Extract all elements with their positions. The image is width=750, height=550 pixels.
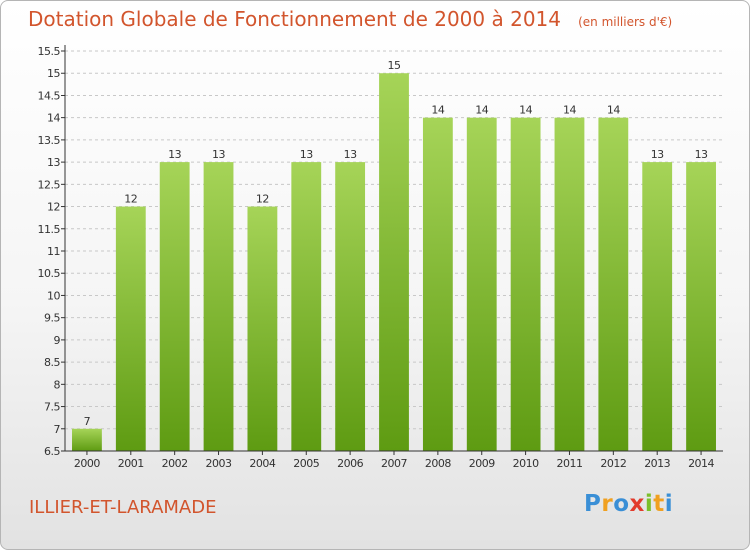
y-tick-label: 12.5 xyxy=(38,178,61,191)
bar xyxy=(335,162,366,451)
x-tick-label: 2003 xyxy=(206,457,232,470)
x-tick-label: 2007 xyxy=(381,457,407,470)
bar xyxy=(72,428,102,451)
data-label: 14 xyxy=(519,104,532,117)
logo-letter: P xyxy=(584,491,602,517)
proxiti-logo: Proxiti xyxy=(584,491,673,517)
logo-letter: i xyxy=(664,491,674,517)
y-tick-label: 14 xyxy=(47,112,60,125)
data-label: 13 xyxy=(212,148,225,161)
logo-letter: i xyxy=(644,491,654,517)
y-tick-label: 9.5 xyxy=(44,312,60,325)
y-tick-label: 7 xyxy=(54,423,61,436)
y-tick-label: 12 xyxy=(47,201,60,214)
y-tick-label: 13.5 xyxy=(38,134,61,147)
bar xyxy=(115,206,146,451)
x-tick-label: 2008 xyxy=(425,457,451,470)
bar xyxy=(203,162,234,451)
bar xyxy=(247,206,278,451)
bar xyxy=(554,117,585,452)
data-label: 14 xyxy=(563,104,576,117)
data-label: 14 xyxy=(475,104,488,117)
x-tick-label: 2013 xyxy=(644,457,670,470)
y-tick-label: 15 xyxy=(47,67,60,80)
data-label: 15 xyxy=(388,59,401,72)
commune-name: ILLIER-ET-LARAMADE xyxy=(29,497,217,518)
x-tick-label: 2009 xyxy=(469,457,495,470)
x-tick-label: 2001 xyxy=(118,457,144,470)
y-tick-label: 7.5 xyxy=(44,401,60,414)
x-tick-label: 2005 xyxy=(293,457,319,470)
data-label: 13 xyxy=(695,148,708,161)
x-tick-label: 2010 xyxy=(513,457,539,470)
title-row: Dotation Globale de Fonctionnement de 20… xyxy=(28,7,672,31)
bar xyxy=(291,162,322,451)
logo-letter: t xyxy=(653,491,665,517)
logo-letter: o xyxy=(613,491,630,517)
data-label: 13 xyxy=(344,148,357,161)
bars xyxy=(72,73,716,452)
y-tick-label: 6.5 xyxy=(44,445,60,458)
logo-letter: x xyxy=(629,491,645,517)
bar xyxy=(598,117,629,452)
axes xyxy=(61,45,723,455)
labels: 6.5 7 7.5 8 8.5 9 9.5 10 10.5 11 11.5 12 12.5 13 13.5 1… xyxy=(38,45,716,470)
y-tick-label: 10 xyxy=(47,289,60,302)
y-tick-label: 8.5 xyxy=(44,356,60,369)
chart-title: Dotation Globale de Fonctionnement de 20… xyxy=(28,7,561,31)
y-tick-label: 10.5 xyxy=(38,267,61,280)
y-tick-label: 14.5 xyxy=(38,89,61,102)
y-tick-label: 9 xyxy=(54,334,61,347)
data-label: 14 xyxy=(607,104,620,117)
x-tick-label: 2006 xyxy=(337,457,363,470)
data-label: 12 xyxy=(124,193,137,206)
logo-letter: r xyxy=(601,491,614,517)
x-tick-label: 2014 xyxy=(688,457,714,470)
x-tick-label: 2000 xyxy=(74,457,100,470)
bar xyxy=(379,73,409,451)
data-label: 14 xyxy=(431,104,444,117)
x-tick-label: 2002 xyxy=(162,457,188,470)
data-label: 13 xyxy=(300,148,313,161)
y-tick-label: 13 xyxy=(47,156,60,169)
data-label: 13 xyxy=(651,148,664,161)
bar xyxy=(422,117,453,452)
y-tick-label: 8 xyxy=(54,378,61,391)
x-tick-label: 2011 xyxy=(556,457,582,470)
data-label: 12 xyxy=(256,193,269,206)
bar xyxy=(510,117,541,452)
x-tick-label: 2012 xyxy=(600,457,626,470)
bar xyxy=(159,162,190,451)
data-label: 7 xyxy=(84,415,91,428)
bar xyxy=(642,162,673,451)
x-tick-label: 2004 xyxy=(249,457,275,470)
bar xyxy=(466,117,497,452)
bar xyxy=(686,162,716,451)
chart-subtitle: (en milliers d'€) xyxy=(578,15,673,29)
y-tick-label: 11 xyxy=(47,245,60,258)
y-tick-label: 15.5 xyxy=(38,45,61,58)
data-label: 13 xyxy=(168,148,181,161)
y-tick-label: 11.5 xyxy=(38,223,61,236)
